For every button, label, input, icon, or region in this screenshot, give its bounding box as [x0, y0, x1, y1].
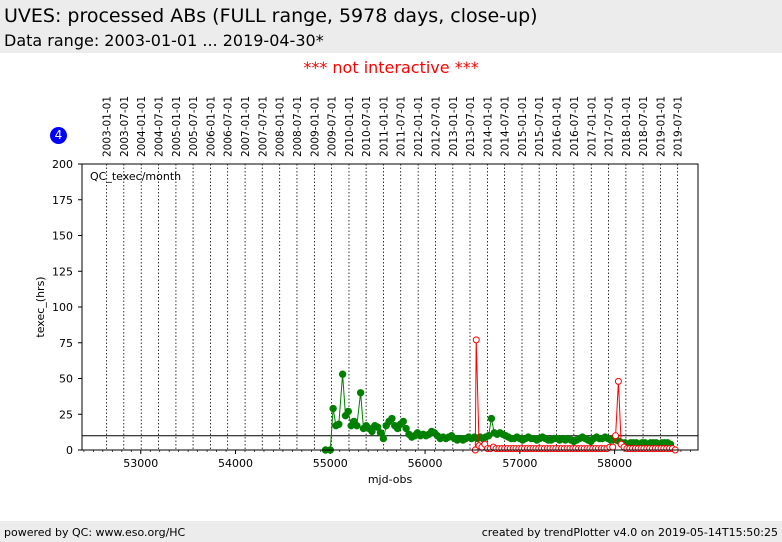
- page-title: UVES: processed ABs (FULL range, 5978 da…: [4, 5, 538, 27]
- x-tick-label: 55000: [313, 457, 348, 470]
- series-1-point: [402, 424, 410, 433]
- y-tick-label: 175: [52, 194, 73, 207]
- series-1-point: [344, 407, 353, 416]
- series-2-point: [472, 336, 480, 344]
- x-axis-ticks: 53000 54000 55000 56000 57000 58000: [83, 450, 691, 470]
- date-tick-label: 2005-01-01: [171, 96, 183, 157]
- not-interactive-notice: *** not interactive ***: [303, 58, 479, 77]
- x-tick-label: 56000: [408, 457, 443, 470]
- y-tick-label: 100: [52, 301, 73, 314]
- date-tick-label: 2006-07-01: [223, 96, 235, 157]
- date-tick-label: 2015-07-01: [534, 96, 546, 157]
- series-1-point: [487, 414, 496, 423]
- date-grid: [106, 164, 679, 450]
- series-1-point: [368, 427, 376, 436]
- series-1-point: [388, 414, 396, 423]
- footer: powered by QC: www.eso.org/HC created by…: [0, 521, 782, 542]
- footer-credit: powered by QC: www.eso.org/HC: [4, 526, 186, 539]
- top-header: UVES: processed ABs (FULL range, 5978 da…: [0, 0, 782, 53]
- y-tick-label: 125: [52, 265, 73, 278]
- y-axis-label: texec_(hrs): [34, 276, 47, 337]
- series-1-point: [329, 404, 337, 413]
- plot-area: [82, 164, 698, 450]
- series-1-point: [353, 421, 361, 430]
- y-tick-label: 75: [59, 337, 73, 350]
- footer-timestamp: created by trendPlotter v4.0 on 2019-05-…: [481, 526, 778, 539]
- series-1-point: [379, 434, 388, 443]
- date-tick-label: 2016-07-01: [569, 96, 581, 157]
- date-tick-label: 2017-01-01: [586, 96, 598, 157]
- panel-label: QC_texec/month: [90, 170, 181, 183]
- plot-frame: [81, 163, 699, 451]
- y-tick-label: 200: [52, 158, 73, 171]
- date-tick-label: 2003-07-01: [119, 96, 131, 157]
- date-tick-label: 2014-01-01: [482, 96, 494, 157]
- date-tick-label: 2008-01-01: [275, 96, 287, 157]
- date-tick-label: 2012-01-01: [413, 96, 425, 157]
- date-tick-label: 2007-07-01: [257, 96, 269, 157]
- series-1-point: [399, 417, 407, 426]
- date-tick-label: 2013-01-01: [448, 96, 460, 157]
- date-tick-label: 2009-07-01: [327, 96, 339, 157]
- date-tick-label: 2007-01-01: [240, 96, 252, 157]
- series-2-point: [612, 432, 620, 440]
- series-2-point: [609, 443, 617, 451]
- series-1-point: [338, 370, 347, 378]
- x-tick-label: 54000: [218, 457, 253, 470]
- series-1-point: [373, 423, 382, 431]
- date-tick-label: 2004-07-01: [153, 96, 165, 157]
- y-tick-label: 25: [59, 408, 73, 421]
- date-tick-labels: 2003-01-01 2003-07-01 2004-01-01 2004-07-01…: [102, 96, 685, 157]
- y-tick-label: 150: [52, 230, 73, 243]
- date-tick-label: 2017-07-01: [603, 96, 615, 157]
- date-tick-label: 2011-07-01: [396, 96, 408, 157]
- date-tick-label: 2014-07-01: [500, 96, 512, 157]
- series-1-point: [335, 420, 343, 428]
- x-tick-label: 53000: [123, 457, 158, 470]
- date-tick-label: 2016-01-01: [552, 96, 564, 157]
- date-tick-label: 2011-01-01: [379, 96, 391, 157]
- date-tick-label: 2006-01-01: [206, 96, 218, 157]
- trend-chart: 2003-01-01 2003-07-01 2004-01-01 2004-07-01…: [34, 96, 699, 486]
- plot-number-badge: 4: [50, 127, 67, 144]
- y-tick-label: 0: [66, 444, 73, 457]
- x-tick-label: 57000: [502, 457, 537, 470]
- series-1-point: [376, 429, 385, 437]
- date-tick-label: 2012-07-01: [430, 96, 442, 157]
- data-series: [321, 336, 679, 454]
- date-tick-label: 2003-01-01: [102, 96, 114, 157]
- y-axis-ticks: 0 25 50 75 100 125 150 175 200: [52, 158, 82, 457]
- page-subtitle: Data range: 2003-01-01 ... 2019-04-30*: [4, 31, 324, 50]
- date-tick-label: 2018-07-01: [638, 96, 650, 157]
- date-tick-label: 2009-01-01: [309, 96, 321, 157]
- series-2-point: [614, 377, 622, 385]
- x-axis-label: mjd-obs: [368, 473, 413, 486]
- date-tick-label: 2013-07-01: [465, 96, 477, 157]
- y-tick-label: 50: [59, 373, 73, 386]
- date-tick-label: 2005-07-01: [188, 96, 200, 157]
- series-1-point: [484, 432, 493, 440]
- x-tick-label: 58000: [597, 457, 632, 470]
- date-tick-label: 2019-07-01: [673, 96, 685, 157]
- date-tick-label: 2010-07-01: [361, 96, 373, 157]
- date-tick-label: 2008-07-01: [292, 96, 304, 157]
- date-tick-label: 2015-01-01: [517, 96, 529, 157]
- date-tick-label: 2004-01-01: [136, 96, 148, 157]
- date-tick-label: 2018-01-01: [621, 96, 633, 157]
- date-tick-label: 2010-01-01: [344, 96, 356, 157]
- series-1-point: [356, 389, 365, 397]
- date-tick-label: 2019-01-01: [655, 96, 667, 157]
